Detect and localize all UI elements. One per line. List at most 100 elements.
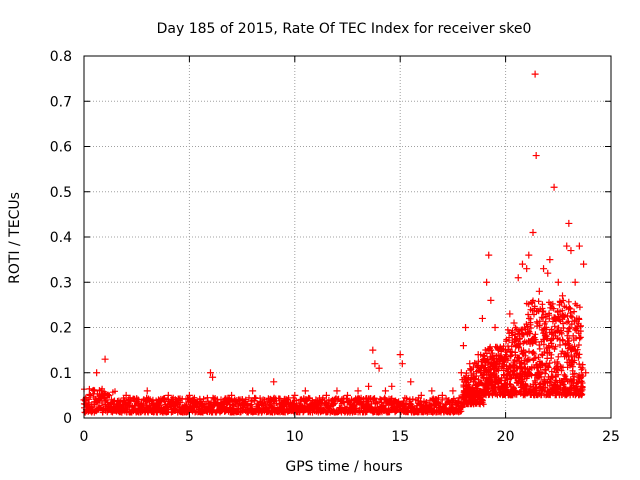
data-point [474, 351, 482, 359]
axis-ticks: 0 5 10 15 20 25 0 0.1 0.2 0.3 0.4 0.5 0.6 0.7 0.8 [50, 49, 620, 445]
data-point [107, 396, 115, 404]
data-point [525, 251, 533, 259]
y-tick-label: 0 [63, 411, 72, 427]
y-tick-label: 0.2 [50, 321, 72, 337]
y-tick-label: 0.7 [50, 94, 72, 110]
data-point [133, 396, 141, 404]
y-tick-label: 0.6 [50, 140, 72, 156]
data-point [485, 251, 493, 259]
data-point [143, 387, 151, 395]
data-point [559, 292, 567, 300]
y-tick-label: 0.1 [50, 366, 72, 382]
data-point [575, 242, 583, 250]
data-point [122, 391, 130, 399]
y-tick-label: 0.5 [50, 185, 72, 201]
data-point [375, 364, 383, 372]
y-tick-label: 0.8 [50, 49, 72, 65]
data-point [381, 387, 389, 395]
data-point [466, 360, 474, 368]
data-point [535, 287, 543, 295]
data-point [101, 355, 109, 363]
data-point [438, 391, 446, 399]
data-point [540, 265, 548, 273]
data-points [80, 70, 590, 413]
data-point [270, 378, 278, 386]
data-point [369, 346, 377, 354]
data-point [544, 269, 552, 277]
data-point [103, 391, 111, 399]
data-point [407, 378, 415, 386]
data-point [371, 360, 379, 368]
data-point [487, 296, 495, 304]
data-point [280, 396, 288, 404]
y-tick-label: 0.3 [50, 275, 72, 291]
data-point [483, 278, 491, 286]
data-point [249, 387, 257, 395]
data-point [580, 260, 588, 268]
data-point [185, 391, 193, 399]
data-point [514, 274, 522, 282]
data-point [154, 400, 162, 408]
data-point [164, 391, 172, 399]
data-point [91, 387, 99, 395]
x-tick-label: 10 [286, 429, 304, 445]
data-point [428, 387, 436, 395]
data-point [196, 396, 204, 404]
x-tick-label: 0 [80, 429, 89, 445]
data-point [238, 396, 246, 404]
data-point [95, 396, 103, 404]
data-point [518, 260, 526, 268]
data-point [571, 278, 579, 286]
data-point [344, 391, 351, 399]
data-point [175, 396, 183, 404]
data-point [532, 152, 540, 160]
data-point [86, 391, 94, 399]
data-point [491, 324, 499, 331]
grid-lines [84, 56, 611, 418]
data-point [228, 391, 236, 399]
data-point [457, 369, 465, 377]
data-point [217, 396, 225, 404]
data-point [388, 382, 396, 390]
data-point [114, 400, 122, 408]
data-point [582, 369, 590, 377]
data-point [546, 256, 554, 264]
data-point [459, 342, 467, 350]
x-tick-label: 15 [391, 429, 409, 445]
x-tick-label: 25 [602, 429, 620, 445]
data-point [354, 387, 362, 395]
data-point [462, 324, 470, 331]
data-point [554, 278, 562, 286]
data-point [563, 242, 571, 250]
x-axis-label: GPS time / hours [285, 459, 402, 475]
data-point [209, 373, 217, 381]
data-point [470, 378, 478, 386]
data-point [417, 391, 425, 399]
data-point [567, 247, 575, 255]
data-point [333, 387, 341, 395]
data-point [565, 219, 573, 227]
data-point [291, 391, 299, 399]
data-point [398, 360, 406, 368]
x-tick-label: 20 [497, 429, 515, 445]
data-point [301, 387, 309, 395]
data-point [365, 382, 373, 390]
data-point [529, 228, 537, 236]
data-point [502, 346, 510, 354]
data-point [259, 396, 267, 404]
data-point [495, 360, 503, 368]
data-point [510, 319, 518, 327]
data-point [531, 70, 539, 78]
data-point [93, 369, 101, 377]
data-point [449, 387, 457, 395]
data-point [206, 369, 214, 377]
data-point [478, 314, 486, 322]
data-point [322, 391, 330, 399]
data-point [396, 351, 404, 359]
data-point [506, 310, 514, 318]
chart-title: Day 185 of 2015, Rate Of TEC Index for r… [157, 21, 532, 37]
data-point [312, 396, 320, 404]
y-axis-label: ROTI / TECUs [7, 192, 23, 284]
data-point [550, 183, 558, 191]
